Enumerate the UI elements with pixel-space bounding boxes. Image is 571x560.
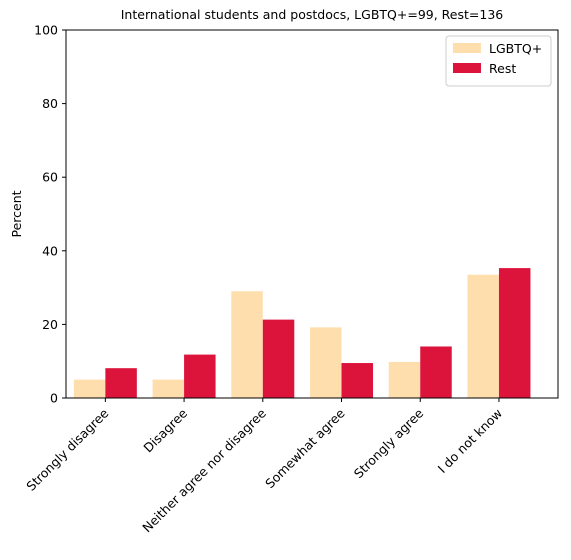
legend: LGBTQ+ Rest [445,35,552,87]
legend-label-lgbtq: LGBTQ+ [489,41,542,56]
bar-lgbtq-4 [388,361,421,398]
bar-rest-4 [420,346,452,398]
y-tick-label: 100 [34,23,58,38]
bar-lgbtq-1 [152,379,185,398]
bar-rest-1 [184,354,216,398]
bars-group [73,268,531,398]
x-tick-label: Strongly agree [351,405,427,481]
legend-swatch-rest [453,63,481,73]
bar-rest-3 [341,363,374,398]
bar-lgbtq-3 [310,327,342,398]
x-tick-label: Neither agree nor disagree [139,405,269,535]
x-tick-label: Somewhat agree [262,405,348,491]
y-tick-label: 40 [42,243,58,258]
bar-rest-5 [498,268,531,398]
legend-label-rest: Rest [489,61,516,76]
plot-frame [65,29,559,399]
x-tick-label: Disagree [140,405,190,455]
bar-rest-2 [262,319,295,398]
legend-swatch-lgbtq [453,43,481,53]
y-tick-label: 0 [50,391,58,406]
y-tick-label: 60 [42,170,58,185]
y-tick-label: 20 [42,317,58,332]
y-axis-label: Percent [9,190,24,237]
bar-lgbtq-5 [467,274,499,398]
bar-lgbtq-0 [73,379,106,398]
y-tick-label: 80 [42,96,58,111]
bar-rest-0 [105,368,137,398]
x-tick-label: I do not know [435,406,506,477]
chart-title: International students and postdocs, LGB… [121,7,504,22]
bar-lgbtq-2 [231,291,263,398]
x-tick-label: Strongly disagree [23,405,111,493]
